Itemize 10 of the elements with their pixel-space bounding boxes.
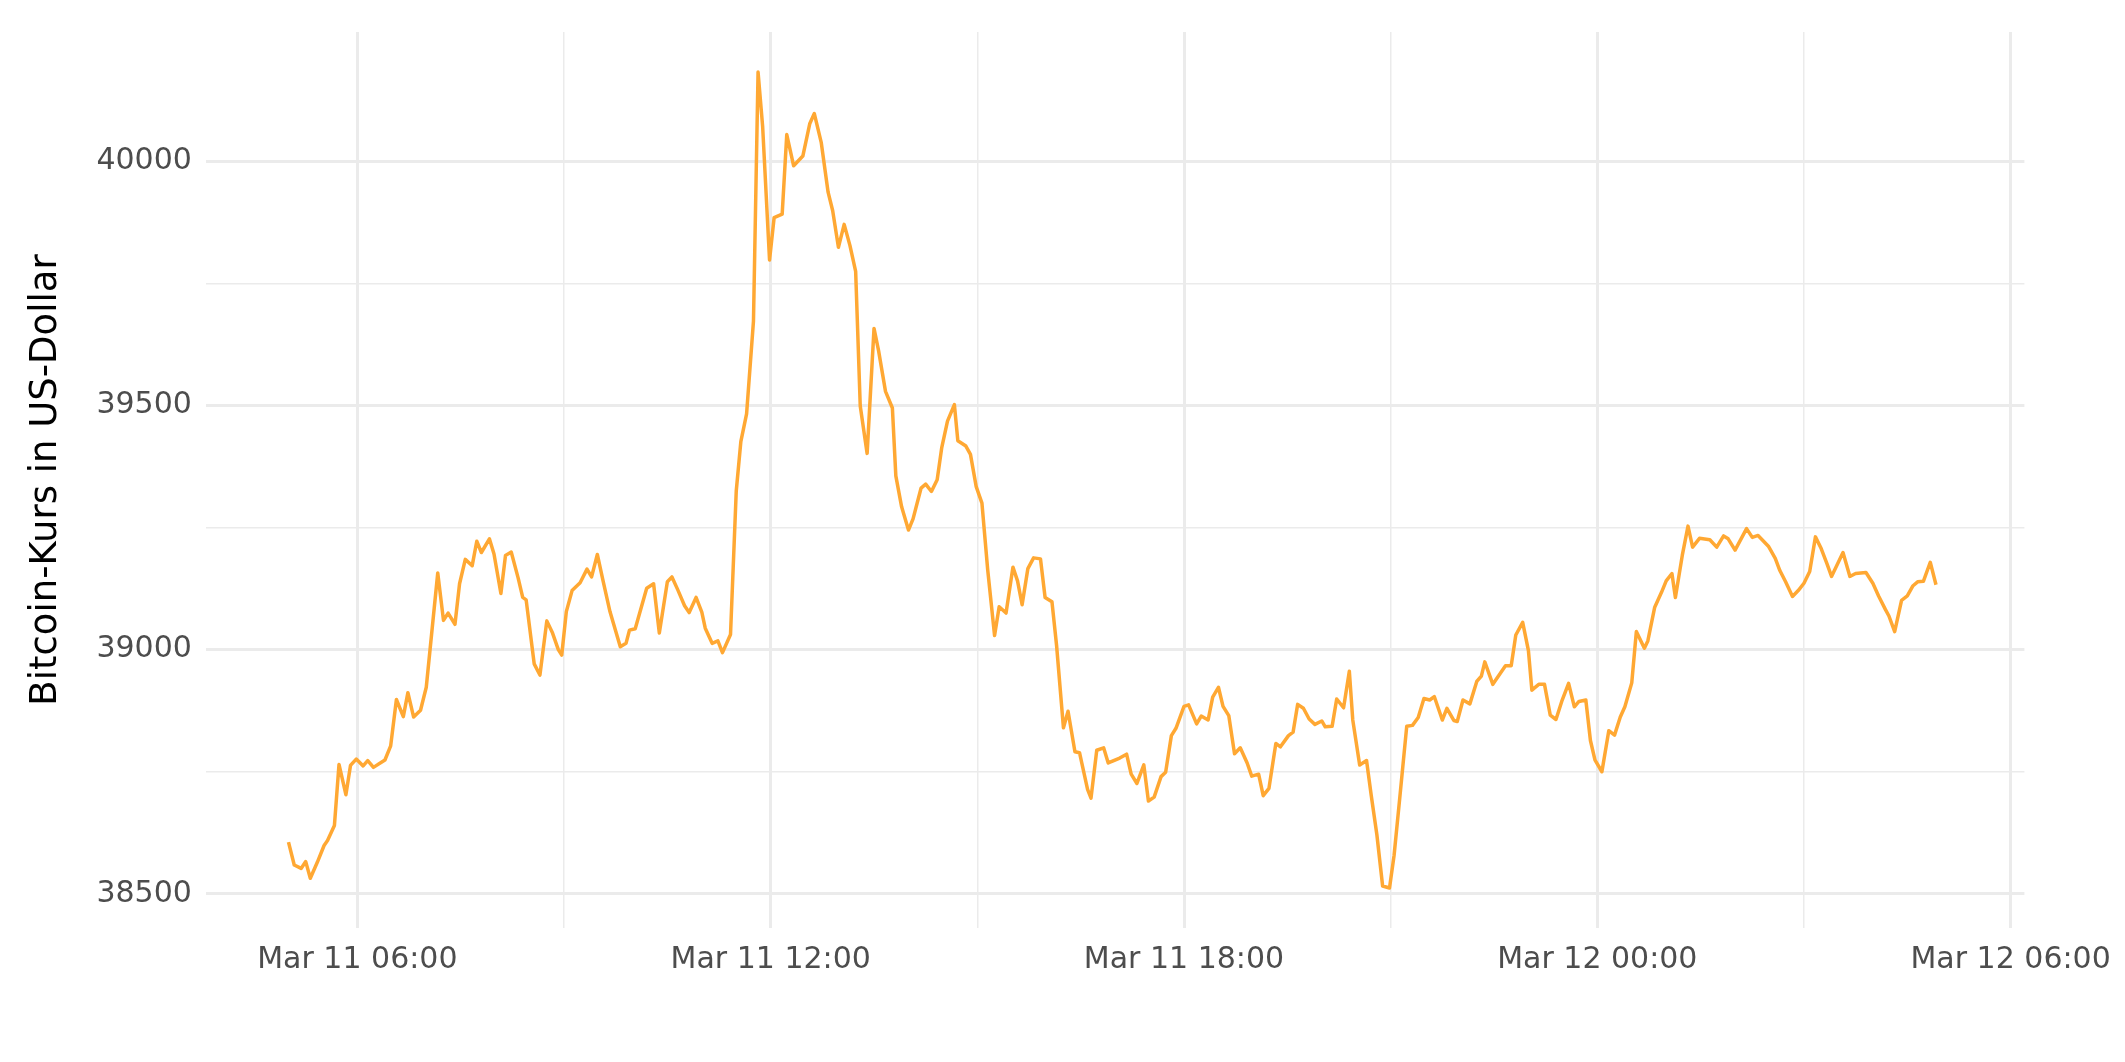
x-tick-label: Mar 11 12:00	[670, 939, 871, 975]
x-tick-label: Mar 11 18:00	[1083, 939, 1285, 975]
y-tick-label: 38500	[96, 873, 192, 909]
x-tick-label: Mar 12 00:00	[1497, 939, 1698, 975]
x-tick-label: Mar 11 06:00	[257, 939, 458, 975]
y-axis-title: Bitcoin-Kurs in US-Dollar	[21, 253, 65, 706]
y-tick-label: 40000	[96, 141, 192, 177]
x-tick-label: Mar 12 06:00	[1910, 939, 2111, 975]
y-tick-label: 39000	[96, 629, 192, 665]
y-tick-label: 39500	[96, 385, 192, 421]
